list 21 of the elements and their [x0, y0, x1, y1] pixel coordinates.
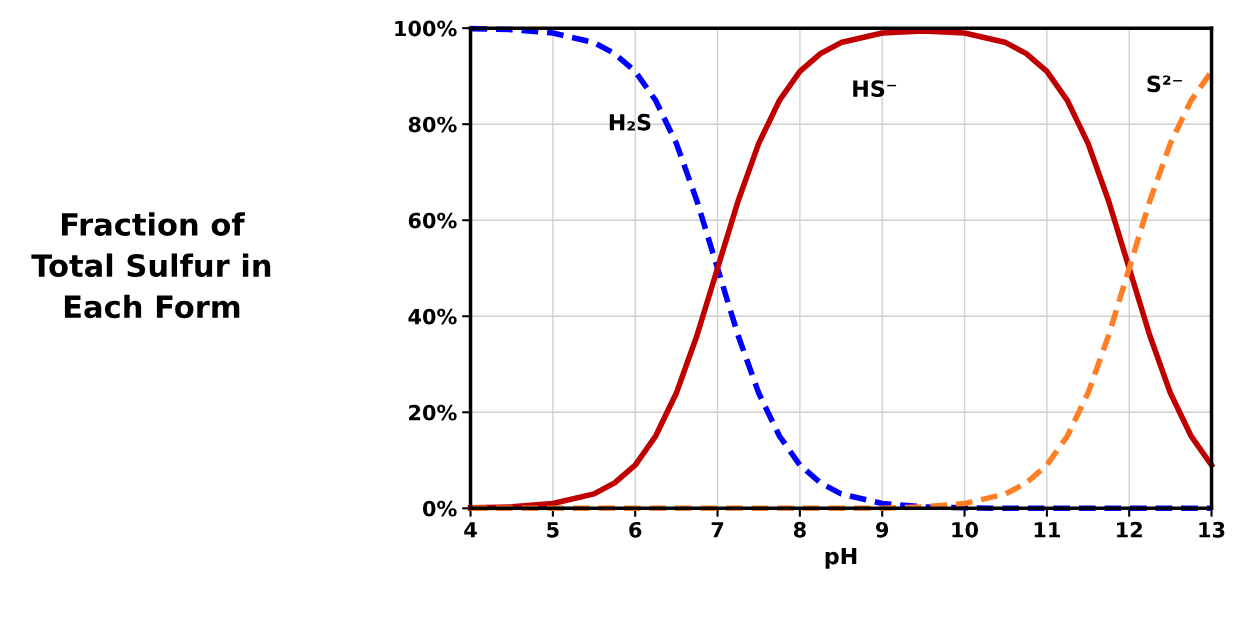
y-tick-label: 0% — [422, 500, 457, 517]
x-tick-label: 4 — [464, 522, 477, 538]
y-tick-label: 100% — [395, 20, 457, 37]
x-tick-label: 12 — [1117, 521, 1142, 538]
x-tick-label: 13 — [1199, 521, 1225, 538]
x-tick-label: 7 — [711, 522, 724, 538]
x-tick-label: 10 — [952, 521, 979, 538]
x-tick-label: 11 — [1034, 522, 1060, 538]
x-tick-label: 8 — [793, 521, 806, 538]
x-tick-label: 6 — [629, 521, 642, 538]
y-tick-label: 40% — [408, 308, 457, 325]
series-label: H₂S — [609, 113, 651, 131]
x-tick-label: 5 — [547, 522, 559, 538]
x-tick-label: 9 — [876, 521, 889, 538]
y-tick-label: 80% — [408, 116, 457, 133]
y-axis-title: Fraction of Total Sulfur in Each Form — [31, 212, 271, 319]
y-tick-label: 20% — [409, 404, 457, 421]
series-label: HS⁻ — [853, 80, 897, 98]
y-tick-label: 60% — [408, 212, 457, 229]
series-label: S²⁻ — [1147, 75, 1182, 93]
x-axis-title: pH — [825, 547, 857, 569]
